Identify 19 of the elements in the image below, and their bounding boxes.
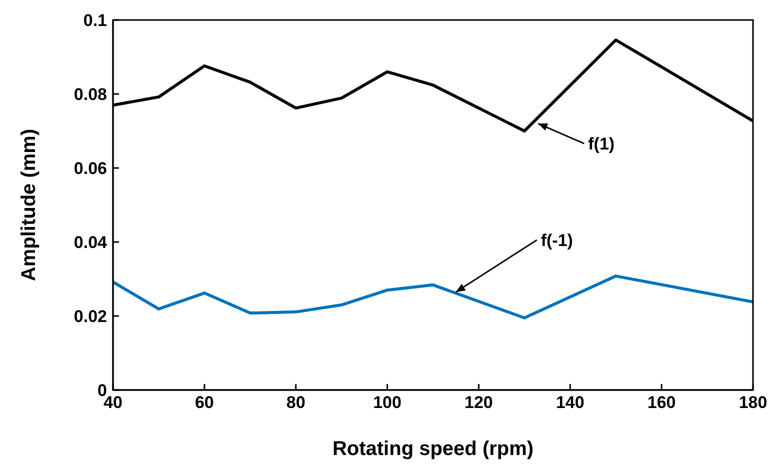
x-tick-label: 80 — [286, 393, 306, 412]
y-tick-label: 0 — [98, 381, 107, 400]
x-tick-label: 60 — [194, 393, 214, 412]
x-tick-label: 140 — [556, 393, 584, 412]
annotation: f(1) — [588, 134, 615, 154]
annotation: f(-1) — [540, 230, 573, 250]
x-tick-label: 120 — [464, 393, 493, 412]
y-tick-label: 0.04 — [74, 233, 108, 252]
y-tick-label: 0.02 — [74, 307, 107, 326]
line-series — [113, 38, 753, 132]
line-series — [113, 274, 753, 320]
x-axis-title: Rotating speed (rpm) — [332, 438, 534, 460]
y-tick-label: 0.1 — [83, 11, 107, 30]
x-tick-label: 160 — [647, 393, 676, 412]
y-tick-label: 0.06 — [74, 159, 107, 178]
x-tick-label: 100 — [373, 393, 402, 412]
y-tick-label: 0.08 — [74, 85, 107, 104]
y-axis-title: Amplitude (mm) — [18, 128, 40, 282]
x-tick-label: 180 — [738, 393, 768, 412]
